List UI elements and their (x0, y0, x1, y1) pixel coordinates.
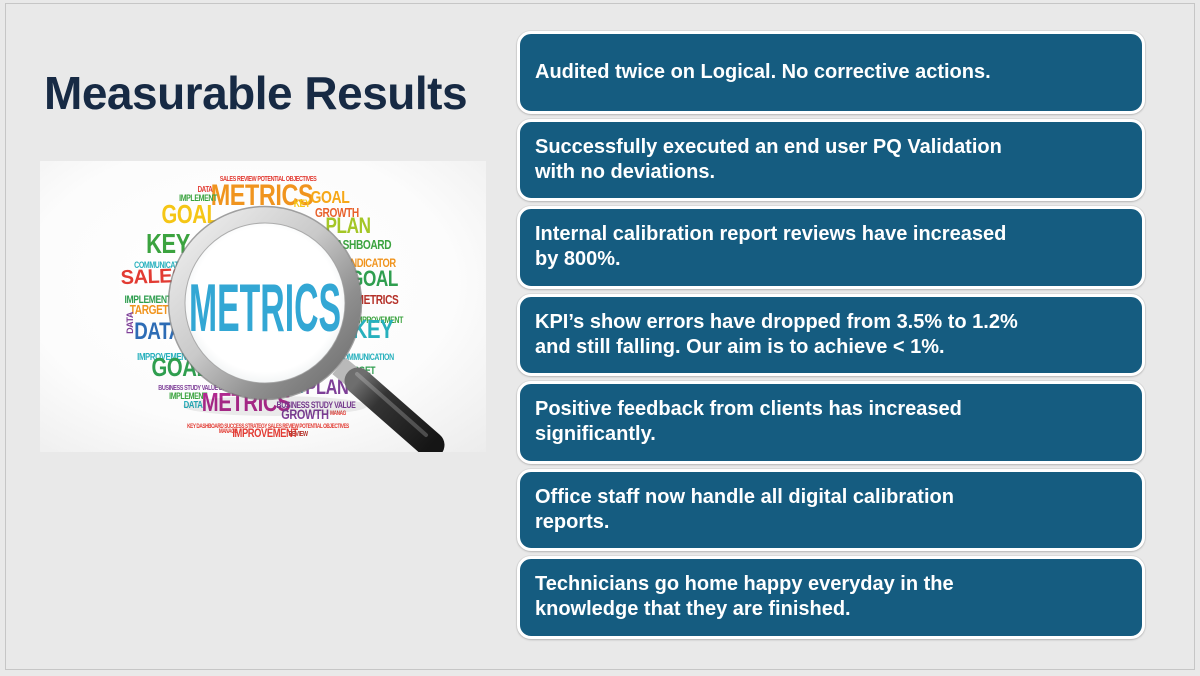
result-box: Audited twice on Logical. No corrective … (517, 31, 1145, 114)
svg-text:IMPLEMENT: IMPLEMENT (125, 294, 172, 306)
slide-title: Measurable Results (44, 67, 468, 119)
svg-text:DATA: DATA (198, 185, 213, 194)
svg-text:COMMUNICATION: COMMUNICATION (134, 260, 190, 270)
svg-text:TARGET: TARGET (130, 303, 169, 317)
result-text: Technicians go home happy everyday in th… (535, 573, 954, 621)
result-box: Successfully executed an end user PQ Val… (517, 118, 1145, 201)
result-text: Internal calibration report reviews have… (535, 223, 1007, 271)
svg-text:IMPROVEMENT: IMPROVEMENT (355, 315, 403, 325)
svg-text:BUSINESS STUDY VALUE DATA: BUSINESS STUDY VALUE DATA (158, 384, 232, 392)
svg-text:IMPLEMENT: IMPLEMENT (169, 391, 207, 401)
result-box: Technicians go home happy everyday in th… (517, 556, 1145, 639)
result-text: Audited twice on Logical. No corrective … (535, 60, 991, 83)
svg-text:INDICATOR: INDICATOR (348, 257, 396, 270)
svg-text:SALES REVIEW POTENTIAL OBJECTI: SALES REVIEW POTENTIAL OBJECTIVES (220, 175, 317, 183)
svg-text:COMMUNICATION: COMMUNICATION (338, 352, 394, 362)
result-text: Successfully executed an end user PQ Val… (535, 135, 1002, 183)
svg-text:IMPROVEMENT: IMPROVEMENT (137, 351, 192, 362)
svg-text:REVIEW: REVIEW (288, 430, 308, 438)
svg-text:GROWTH: GROWTH (315, 206, 359, 220)
result-box: Positive feedback from clients has incre… (517, 381, 1145, 464)
svg-text:METRICS: METRICS (356, 293, 399, 307)
lens-ring-inner-edge (184, 222, 346, 384)
svg-text:DATA: DATA (184, 399, 204, 410)
svg-text:BUSINESS STUDY VALUE: BUSINESS STUDY VALUE (277, 400, 357, 410)
results-list: Audited twice on Logical. No corrective … (517, 31, 1145, 639)
lens-word: METRICS (189, 270, 341, 346)
result-text: Office staff now handle all digital cali… (535, 485, 954, 533)
magnifier-handle (344, 367, 445, 459)
lens-ring (169, 207, 361, 399)
svg-text:DATA: DATA (125, 311, 135, 334)
lens-glass (185, 223, 345, 383)
svg-text:KEY DASHBOARD SUCCESS STRATEGY: KEY DASHBOARD SUCCESS STRATEGY SALES REV… (187, 424, 349, 431)
svg-text:GROWTH: GROWTH (281, 407, 329, 423)
svg-text:MANAG: MANAG (330, 411, 346, 418)
word-cloud: SALES REVIEW POTENTIAL OBJECTIVES METRICS… (120, 175, 403, 440)
image-panel: SALES REVIEW POTENTIAL OBJECTIVES METRICS… (40, 161, 486, 459)
metrics-word-cloud-image: SALES REVIEW POTENTIAL OBJECTIVES METRICS… (40, 161, 486, 459)
result-box: Internal calibration report reviews have… (517, 206, 1145, 289)
handle-highlight (355, 372, 428, 437)
svg-text:IMPLEMENT: IMPLEMENT (179, 193, 217, 203)
lens-ring-outer-edge (167, 205, 363, 401)
svg-text:MANAGE: MANAGE (219, 429, 238, 436)
result-box: Office staff now handle all digital cali… (517, 468, 1145, 551)
svg-text:IMPROVEMENT: IMPROVEMENT (232, 427, 298, 440)
result-text: Positive feedback from clients has incre… (535, 398, 962, 446)
svg-text:KEY: KEY (294, 198, 311, 210)
svg-text:GOAL: GOAL (311, 187, 350, 207)
result-box: KPI’s show errors have dropped from 3.5%… (517, 293, 1145, 376)
lens-shadow (183, 396, 367, 416)
result-text: KPI’s show errors have dropped from 3.5%… (535, 310, 1018, 358)
